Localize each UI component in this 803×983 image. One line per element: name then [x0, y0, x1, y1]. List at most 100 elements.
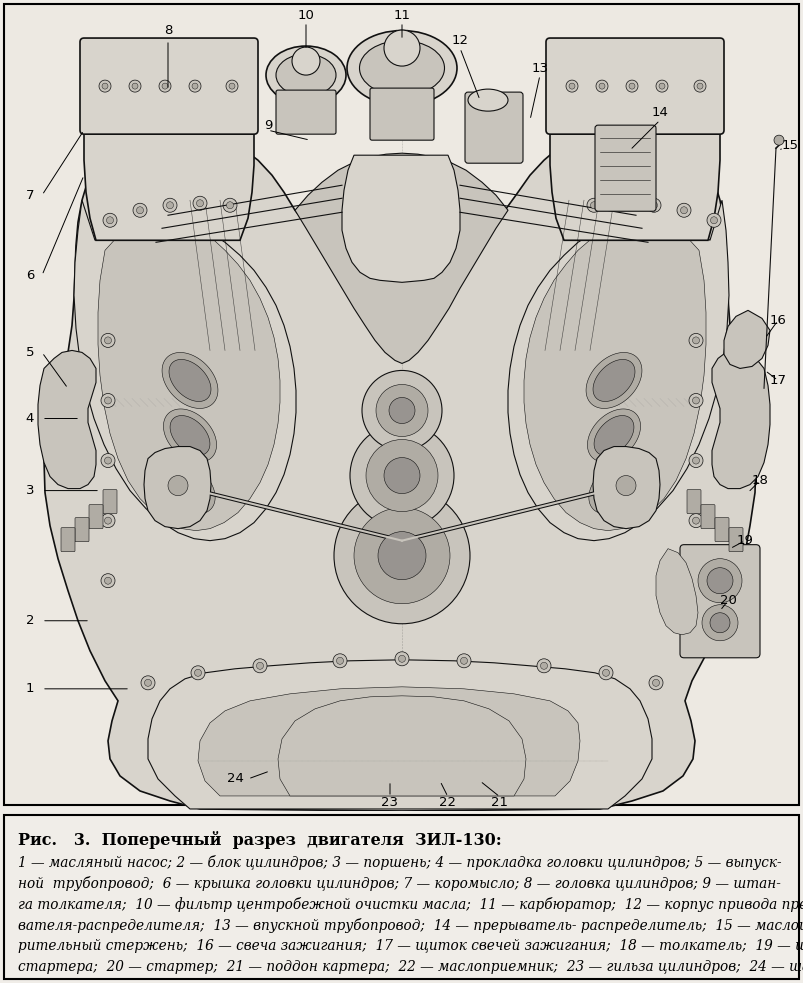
Circle shape	[189, 80, 201, 92]
Polygon shape	[144, 446, 210, 529]
Circle shape	[163, 199, 177, 212]
Circle shape	[648, 676, 662, 690]
Circle shape	[192, 84, 198, 89]
FancyBboxPatch shape	[464, 92, 522, 163]
Circle shape	[598, 84, 604, 89]
Polygon shape	[587, 409, 640, 462]
Text: 10: 10	[297, 9, 314, 22]
Text: 5: 5	[26, 346, 35, 359]
Circle shape	[658, 84, 664, 89]
Circle shape	[691, 457, 699, 464]
Text: 16: 16	[768, 314, 785, 327]
Circle shape	[196, 200, 203, 206]
Ellipse shape	[275, 54, 336, 96]
Circle shape	[191, 665, 205, 680]
Circle shape	[104, 517, 112, 524]
Text: 15: 15	[781, 139, 797, 151]
Text: 6: 6	[26, 268, 35, 282]
Text: 11: 11	[393, 9, 410, 22]
Circle shape	[693, 80, 705, 92]
Circle shape	[132, 203, 147, 217]
Circle shape	[598, 665, 612, 680]
Text: 2: 2	[26, 614, 35, 627]
Circle shape	[365, 439, 438, 511]
Ellipse shape	[467, 89, 507, 111]
Circle shape	[569, 84, 574, 89]
FancyBboxPatch shape	[103, 490, 117, 514]
Circle shape	[104, 397, 112, 404]
Polygon shape	[171, 470, 209, 507]
Circle shape	[589, 202, 597, 208]
Circle shape	[696, 84, 702, 89]
Text: 1: 1	[26, 682, 35, 695]
Text: 21: 21	[491, 796, 507, 809]
Polygon shape	[163, 409, 216, 462]
Circle shape	[194, 669, 202, 676]
Circle shape	[103, 213, 117, 227]
Circle shape	[104, 337, 112, 344]
Circle shape	[256, 663, 263, 669]
Circle shape	[773, 136, 783, 145]
Circle shape	[253, 659, 267, 672]
Circle shape	[137, 206, 143, 213]
Polygon shape	[341, 155, 459, 282]
Text: 22: 22	[439, 796, 456, 809]
Circle shape	[101, 574, 115, 588]
Text: 7: 7	[26, 189, 35, 202]
Circle shape	[349, 424, 454, 528]
Circle shape	[565, 80, 577, 92]
Circle shape	[691, 397, 699, 404]
Text: 17: 17	[768, 374, 785, 387]
Circle shape	[676, 203, 690, 217]
Circle shape	[697, 558, 741, 603]
Circle shape	[710, 217, 716, 224]
Circle shape	[222, 199, 237, 212]
FancyBboxPatch shape	[545, 38, 723, 134]
Circle shape	[456, 654, 471, 667]
Text: стартера;  20 — стартер;  21 — поддон картера;  22 — маслоприемник;  23 — гильза: стартера; 20 — стартер; 21 — поддон карт…	[18, 960, 803, 974]
Circle shape	[159, 80, 171, 92]
Polygon shape	[594, 470, 632, 507]
Circle shape	[616, 197, 630, 210]
Text: 14: 14	[650, 105, 667, 119]
Text: 13: 13	[531, 62, 548, 75]
Polygon shape	[148, 660, 651, 809]
Circle shape	[389, 397, 414, 424]
Circle shape	[688, 574, 702, 588]
Polygon shape	[165, 463, 215, 514]
Circle shape	[101, 333, 115, 347]
FancyBboxPatch shape	[275, 90, 336, 134]
Polygon shape	[38, 350, 96, 489]
Circle shape	[679, 206, 687, 213]
Circle shape	[99, 80, 111, 92]
Circle shape	[688, 514, 702, 528]
Text: 9: 9	[263, 119, 272, 132]
Text: 19: 19	[736, 534, 752, 548]
Text: ной  трубопровод;  6 — крышка головки цилиндров; 7 — коромысло; 8 — головка цили: ной трубопровод; 6 — крышка головки цили…	[18, 876, 780, 891]
Circle shape	[706, 213, 720, 227]
Circle shape	[706, 568, 732, 594]
Circle shape	[128, 80, 141, 92]
FancyBboxPatch shape	[75, 518, 89, 542]
Polygon shape	[711, 350, 769, 489]
Circle shape	[193, 197, 206, 210]
Circle shape	[595, 80, 607, 92]
Polygon shape	[723, 311, 769, 369]
Polygon shape	[507, 201, 728, 541]
Ellipse shape	[359, 40, 444, 95]
FancyBboxPatch shape	[728, 528, 742, 551]
Circle shape	[361, 371, 442, 450]
Circle shape	[384, 457, 419, 493]
Circle shape	[540, 663, 547, 669]
Circle shape	[536, 659, 550, 672]
Polygon shape	[295, 153, 507, 364]
Circle shape	[333, 488, 470, 624]
Text: 20: 20	[719, 594, 736, 607]
Circle shape	[161, 84, 168, 89]
Circle shape	[398, 656, 405, 663]
Circle shape	[628, 84, 634, 89]
Text: 24: 24	[226, 773, 243, 785]
FancyBboxPatch shape	[89, 504, 103, 529]
Polygon shape	[278, 696, 525, 796]
Circle shape	[691, 337, 699, 344]
